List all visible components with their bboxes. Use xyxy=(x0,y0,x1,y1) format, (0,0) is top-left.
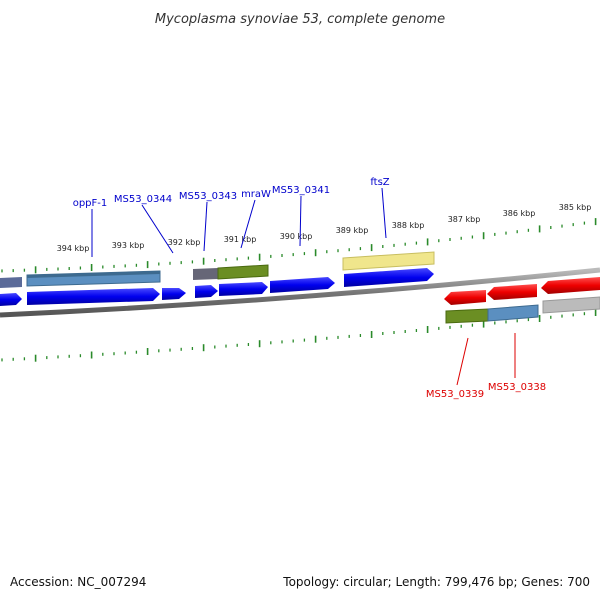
map-title: Mycoplasma synoviae 53, complete genome xyxy=(155,12,445,27)
genome-backbone xyxy=(0,267,600,318)
gene-arrow-oppF-1[interactable] xyxy=(27,288,160,305)
genome-summary-text: Topology: circular; Length: 799,476 bp; … xyxy=(282,575,590,589)
gene-arrow-mraW[interactable] xyxy=(219,282,268,296)
forward-genes xyxy=(0,268,434,306)
gene-arrow-ftsZ[interactable] xyxy=(344,268,434,287)
gene-label-oppF-1[interactable]: oppF-1 xyxy=(73,198,108,209)
gene-arrow-reverse[interactable] xyxy=(541,277,600,294)
gene-arrow-MS53_0338[interactable] xyxy=(487,284,537,300)
connector-MS53_0341 xyxy=(299,195,302,247)
axis-label: 394 kbp xyxy=(57,244,90,253)
connector-MS53_0344 xyxy=(141,204,174,254)
gene-label-mraW[interactable]: mraW xyxy=(241,189,271,200)
connector-MS53_0343 xyxy=(203,201,208,252)
feature-bar[interactable] xyxy=(542,296,600,314)
axis-label: 390 kbp xyxy=(280,232,313,241)
connector-MS53_0339 xyxy=(456,337,469,386)
axis-label: 389 kbp xyxy=(336,226,369,235)
feature-bar[interactable] xyxy=(193,268,218,280)
feature-bar[interactable] xyxy=(217,264,269,280)
reverse-genes xyxy=(444,277,600,305)
gene-arrow-forward[interactable] xyxy=(0,293,22,306)
gene-arrow-MS53_0341[interactable] xyxy=(270,277,335,293)
gene-label-MS53_0343[interactable]: MS53_0343 xyxy=(179,191,237,202)
gene-arrow-MS53_0339[interactable] xyxy=(444,290,486,305)
axis-label: 388 kbp xyxy=(392,221,425,230)
feature-bars-reverse xyxy=(445,296,600,324)
feature-bar-shade xyxy=(27,271,160,278)
feature-bar[interactable] xyxy=(445,308,489,324)
axis-label: 386 kbp xyxy=(503,209,536,218)
gene-arrow-MS53_0343[interactable] xyxy=(195,285,218,298)
label-connectors xyxy=(91,187,516,386)
connector-mraW xyxy=(240,199,256,249)
tick-row-inner xyxy=(1,309,597,362)
feature-bars xyxy=(0,251,435,288)
accession-text: Accession: NC_007294 xyxy=(10,575,146,589)
axis-label: 387 kbp xyxy=(448,215,481,224)
gene-label-ftsZ[interactable]: ftsZ xyxy=(370,177,389,188)
feature-bar[interactable] xyxy=(0,277,22,288)
axis-label: 385 kbp xyxy=(559,203,592,212)
gene-label-MS53_0344[interactable]: MS53_0344 xyxy=(114,194,172,205)
tick-row-outer xyxy=(1,218,597,274)
axis-labels: 394 kbp 393 kbp 392 kbp 391 kbp 390 kbp … xyxy=(57,203,592,253)
feature-bar[interactable] xyxy=(342,251,435,271)
gene-arrow-MS53_0344[interactable] xyxy=(162,288,186,300)
axis-label: 391 kbp xyxy=(224,235,257,244)
connector-ftsZ xyxy=(381,187,387,239)
axis-label: 393 kbp xyxy=(112,241,145,250)
gene-label-MS53_0338[interactable]: MS53_0338 xyxy=(488,382,546,393)
feature-bar[interactable] xyxy=(487,304,539,322)
axis-label: 392 kbp xyxy=(168,238,201,247)
gene-label-MS53_0339[interactable]: MS53_0339 xyxy=(426,389,484,400)
gene-labels: oppF-1 MS53_0344 MS53_0343 mraW MS53_034… xyxy=(73,177,546,400)
gene-label-MS53_0341[interactable]: MS53_0341 xyxy=(272,185,330,196)
